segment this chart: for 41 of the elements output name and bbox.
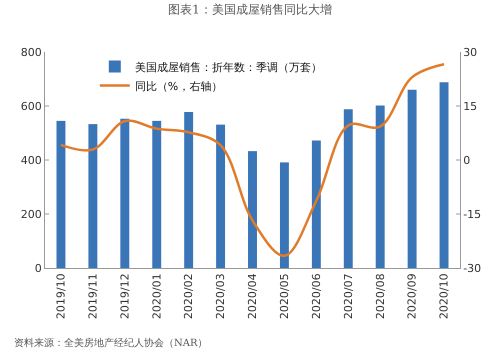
line-series (60, 62, 446, 258)
x-tick-label: 2019/10 (54, 273, 68, 320)
bar (56, 120, 66, 268)
x-tick-label: 2020/02 (182, 273, 196, 320)
bar (248, 151, 257, 268)
y2-tick-label: -15 (463, 208, 482, 221)
y2-tick-label: 15 (463, 100, 478, 113)
bar (312, 140, 321, 268)
x-tick-label: 2020/04 (246, 273, 260, 320)
x-tick-label: 2020/10 (438, 273, 451, 320)
y-tick-label: 600 (20, 100, 42, 113)
text: 资料来源：全美房地产经纪人协会（NAR） (14, 337, 208, 349)
y2-tick-label: -30 (463, 262, 482, 275)
bar (408, 90, 417, 268)
legend-label: 同比（%，右轴） (134, 80, 222, 93)
y-tick-label: 400 (20, 154, 42, 167)
bar (344, 109, 353, 268)
y-tick-label: 800 (20, 46, 42, 59)
x-tick-label: 2019/11 (86, 273, 100, 320)
bar (280, 162, 289, 268)
x-tick-label: 2020/08 (374, 273, 387, 320)
bar (120, 118, 130, 268)
x-tick-label: 2020/06 (310, 273, 323, 320)
x-tick-label: 2020/07 (342, 273, 355, 320)
chart-title: 图表1：美国成屋销售同比大增 (168, 2, 332, 17)
x-tick-label: 2020/01 (150, 273, 164, 320)
legend-label: 美国成屋销售：折年数：季调（万套） (134, 60, 322, 74)
x-tick-label: 2020/09 (406, 273, 419, 320)
x-tick-label: 2019/12 (118, 273, 132, 320)
bar (184, 112, 194, 268)
bar (376, 105, 385, 268)
bar (152, 120, 162, 268)
x-tick-label: 2020/05 (278, 273, 291, 320)
y2-tick-label: 0 (463, 154, 470, 167)
bar (88, 124, 98, 268)
bar (440, 82, 449, 268)
y2-tick-label: 30 (463, 46, 478, 59)
y-tick-label: 200 (20, 208, 42, 221)
y-tick-label: 0 (34, 262, 42, 275)
x-tick-label: 2020/03 (214, 273, 228, 320)
bar (216, 124, 226, 268)
